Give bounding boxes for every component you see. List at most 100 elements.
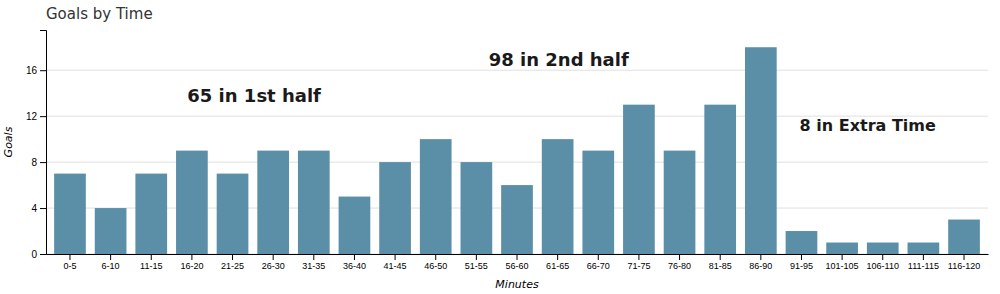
x-tick-mark [964, 254, 965, 260]
x-tick-mark [882, 254, 883, 260]
x-tick-label: 86-90 [749, 261, 772, 271]
y-axis-line [40, 31, 47, 255]
bar [908, 243, 940, 254]
y-tick: 16 [26, 65, 46, 76]
bar [501, 185, 533, 254]
bars [54, 47, 980, 254]
x-tick: 46-50 [424, 254, 447, 271]
y-tick-label: 0 [31, 249, 37, 260]
y-tick: 4 [31, 203, 46, 214]
x-tick: 56-60 [505, 254, 528, 271]
bar [176, 151, 208, 254]
bar [420, 139, 452, 254]
x-tick-label: 31-35 [302, 261, 325, 271]
x-tick-label: 81-85 [709, 261, 732, 271]
y-axis: 0 4 8 12 16 [26, 31, 47, 260]
x-tick: 16-20 [180, 254, 203, 271]
x-tick-label: 0-5 [63, 261, 76, 271]
x-tick-mark [598, 254, 599, 260]
y-tick-mark [40, 116, 46, 117]
x-tick: 6-10 [102, 254, 120, 271]
bar [786, 231, 818, 254]
x-tick-mark [679, 254, 680, 260]
annotation: 65 in 1st half [187, 85, 321, 106]
annotations: 65 in 1st half 98 in 2nd half 8 in Extra T… [187, 49, 936, 135]
bar [257, 151, 289, 254]
title: Goals by Time [46, 5, 153, 23]
bar [379, 162, 411, 254]
y-tick-mark [40, 70, 46, 71]
x-tick: 116-120 [948, 254, 980, 271]
x-tick-mark [395, 254, 396, 260]
x-tick-mark [110, 254, 111, 260]
x-tick: 91-95 [790, 254, 813, 271]
x-tick-label: 46-50 [424, 261, 447, 271]
x-tick: 0-5 [63, 254, 76, 271]
x-tick: 106-110 [867, 254, 899, 271]
y-tick-mark [40, 162, 46, 163]
x-tick-label: 51-55 [465, 261, 488, 271]
x-tick: 36-40 [343, 254, 366, 271]
x-tick-mark [557, 254, 558, 260]
bar [217, 174, 249, 254]
plot: 0-5 6-10 11-15 16-20 21-25 26-30 31-35 36-40 41-… [26, 31, 989, 272]
bar [867, 243, 899, 254]
chart: 0-5 6-10 11-15 16-20 21-25 26-30 31-35 36-40 41-… [0, 0, 1000, 294]
x-tick-label: 66-70 [587, 261, 610, 271]
x-tick-label: 101-105 [826, 261, 859, 271]
x-tick-mark [923, 254, 924, 260]
x-tick: 31-35 [302, 254, 325, 271]
grid [46, 70, 988, 254]
x-tick-label: 6-10 [102, 261, 120, 271]
x-tick-mark [638, 254, 639, 260]
x-tick-mark [232, 254, 233, 260]
x-axis: 0-5 6-10 11-15 16-20 21-25 26-30 31-35 36-40 41-… [47, 254, 989, 271]
bar [542, 139, 574, 254]
x-tick-mark [842, 254, 843, 260]
x-tick: 41-45 [384, 254, 407, 271]
x-tick-label: 16-20 [180, 261, 203, 271]
x-tick-mark [273, 254, 274, 260]
x-tick: 71-75 [627, 254, 650, 271]
x-tick-label: 76-80 [668, 261, 691, 271]
bar [54, 174, 86, 254]
y-tick-mark [40, 254, 46, 255]
x-tick-mark [760, 254, 761, 260]
x-tick-label: 91-95 [790, 261, 813, 271]
y-tick: 12 [26, 111, 46, 122]
x-tick-label: 106-110 [867, 261, 899, 271]
grid-line [46, 70, 988, 71]
x-tick: 26-30 [262, 254, 285, 271]
bar [461, 162, 493, 254]
y-tick-label: 16 [26, 65, 38, 76]
x-tick-label: 21-25 [221, 261, 244, 271]
bar [95, 208, 127, 254]
x-axis-title: Minutes [495, 278, 539, 291]
annotation: 98 in 2nd half [489, 49, 629, 70]
y-tick: 8 [31, 157, 46, 168]
bar [826, 243, 858, 254]
annotation: 8 in Extra Time [800, 116, 936, 135]
bar [664, 151, 696, 254]
y-axis-title: Goals [2, 126, 15, 157]
x-tick-mark [69, 254, 70, 260]
bar [582, 151, 614, 254]
x-tick-label: 56-60 [505, 261, 528, 271]
y-tick: 0 [31, 249, 46, 260]
x-tick-label: 61-65 [546, 261, 569, 271]
x-tick-mark [191, 254, 192, 260]
x-tick: 61-65 [546, 254, 569, 271]
x-tick-label: 111-115 [908, 261, 939, 271]
y-tick-mark [40, 208, 46, 209]
x-tick-mark [720, 254, 721, 260]
x-tick: 111-115 [908, 254, 939, 271]
x-tick-label: 26-30 [262, 261, 285, 271]
bar [704, 105, 736, 254]
x-tick-label: 116-120 [948, 261, 980, 271]
x-tick: 51-55 [465, 254, 488, 271]
x-tick-label: 11-15 [140, 261, 162, 271]
x-tick-label: 41-45 [384, 261, 407, 271]
bar [745, 47, 777, 254]
x-tick: 101-105 [826, 254, 859, 271]
y-tick-label: 4 [31, 203, 37, 214]
